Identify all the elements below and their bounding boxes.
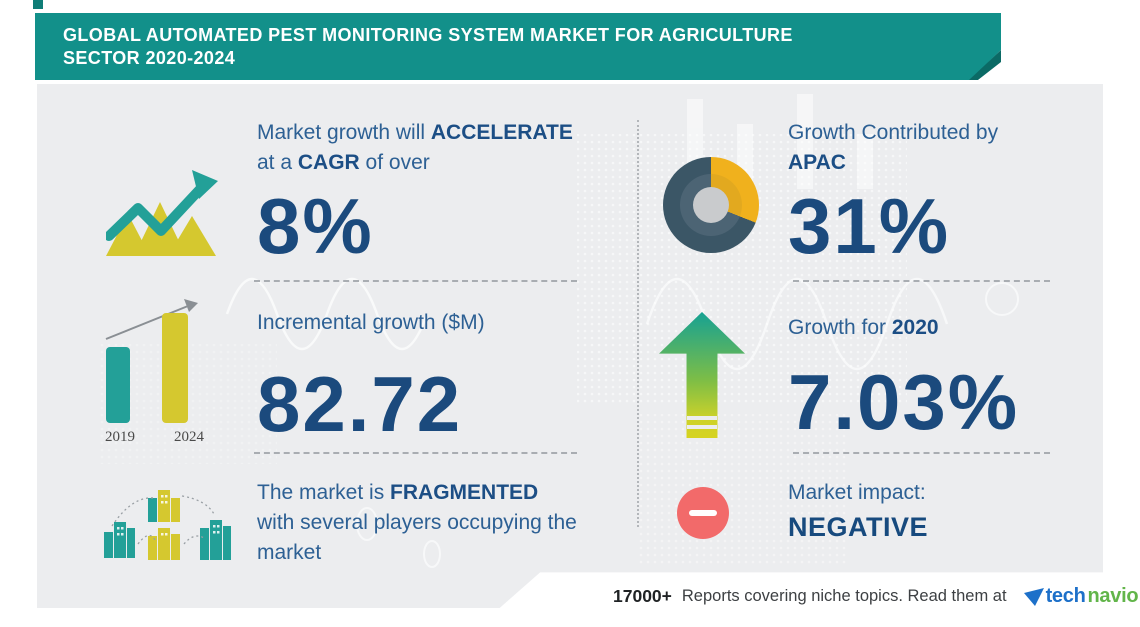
cagr-accelerate: ACCELERATE	[430, 121, 573, 144]
bar-label-2024: 2024	[174, 429, 204, 445]
page-title-line1: GLOBAL AUTOMATED PEST MONITORING SYSTEM …	[63, 25, 793, 45]
growth-value: 7.03%	[788, 358, 1020, 446]
incremental-value: 82.72	[257, 360, 463, 448]
page-title: GLOBAL AUTOMATED PEST MONITORING SYSTEM …	[35, 13, 1001, 70]
growth-caption: Growth for 2020	[788, 313, 939, 343]
bar-label-2019: 2019	[105, 429, 135, 445]
fragmentation-line2: with several players occupying the	[257, 511, 577, 534]
growth-year: 2020	[891, 316, 939, 339]
divider-right-bottom	[793, 452, 1050, 454]
divider-left-top	[254, 280, 577, 282]
cagr-caption: Market growth will ACCELERATE at a CAGR …	[257, 118, 573, 178]
technavio-navio: navio	[1087, 585, 1139, 607]
apac-line1: Growth Contributed by	[788, 121, 999, 144]
divider-right-top	[793, 280, 1050, 282]
minus-circle-icon	[677, 487, 729, 539]
fragmentation-text: The market is	[257, 481, 391, 504]
divider-columns	[637, 120, 639, 527]
arrow-stripe	[686, 425, 718, 429]
bar-chart-icon	[105, 299, 198, 423]
apac-value: 31%	[788, 182, 951, 270]
cagr-value: 8%	[257, 182, 374, 270]
minus-bar	[689, 510, 717, 516]
buildings-icon	[104, 490, 231, 560]
impact-value: NEGATIVE	[788, 512, 929, 542]
fragmentation-caption: The market is FRAGMENTED with several pl…	[257, 478, 577, 568]
donut-hole	[693, 187, 729, 223]
technavio-arrow-icon	[1023, 587, 1044, 606]
ribbon-corner-fold	[33, 0, 43, 9]
footer-text: Reports covering niche topics. Read them…	[681, 587, 1007, 605]
incremental-caption: Incremental growth ($M)	[257, 311, 485, 334]
cagr-cagr: CAGR	[297, 151, 360, 174]
growth-text: Growth for	[788, 316, 892, 339]
donut-chart-icon	[663, 157, 759, 253]
impact-caption: Market impact:	[788, 481, 926, 504]
page-title-line2: SECTOR 2020-2024	[63, 48, 236, 68]
divider-left-bottom	[254, 452, 577, 454]
footer-report-count: 17000+	[613, 586, 672, 606]
line-chart-icon	[106, 170, 218, 256]
cagr-text2: at a	[257, 151, 298, 174]
fragmentation-line3: market	[257, 541, 322, 564]
apac-line2: APAC	[788, 151, 846, 174]
technavio-tech: tech	[1045, 585, 1086, 607]
footer: 17000+ Reports covering niche topics. Re…	[613, 585, 1140, 608]
title-banner: GLOBAL AUTOMATED PEST MONITORING SYSTEM …	[35, 13, 1001, 80]
fragmentation-bold: FRAGMENTED	[390, 481, 539, 504]
cagr-text3: of over	[359, 151, 430, 174]
apac-caption: Growth Contributed by APAC	[788, 118, 998, 178]
cagr-text: Market growth will	[257, 121, 431, 144]
arrow-stripe	[686, 416, 718, 420]
